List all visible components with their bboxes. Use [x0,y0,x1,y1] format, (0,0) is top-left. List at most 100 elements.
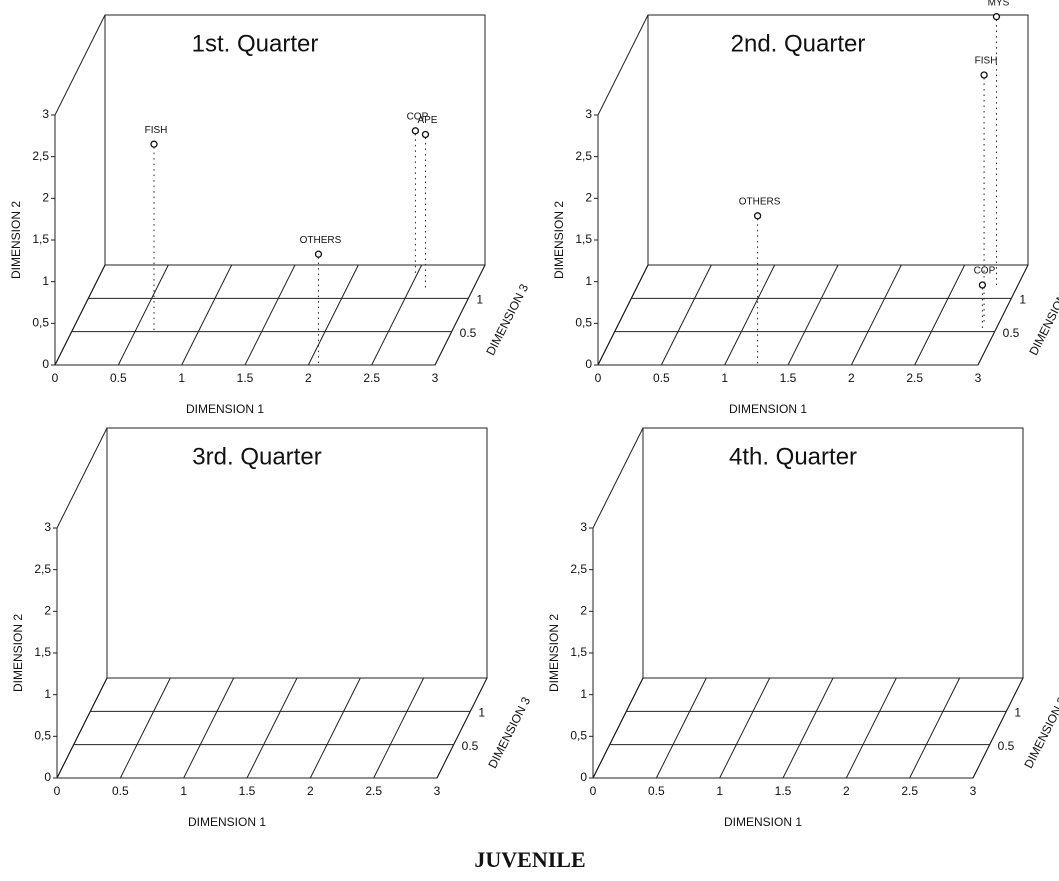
x-axis-label: DIMENSION 1 [729,402,807,416]
y-tick-label: 1,5 [570,645,587,659]
x-grid-line [117,264,169,366]
x-tick-label: 3 [432,371,439,385]
y-tick-label: 2 [44,604,51,618]
x-tick-label: 1.5 [239,784,256,798]
data-point [314,250,323,258]
y-tick-label: 3 [585,107,592,121]
y-tick-label: 0 [585,357,592,371]
z-axis-label: DIMENSION 3 [1026,281,1059,357]
x-grid-line [371,264,423,366]
x-tick-label: 0.5 [112,784,129,798]
y-tick-label: 2,5 [575,149,592,163]
x-tick-label: 2.5 [906,371,923,385]
x-tick-label: 0 [52,371,59,385]
x-axis-label: DIMENSION 1 [188,815,266,829]
y-tick-label: 0 [42,357,49,371]
y-tick-label: 1,5 [575,232,592,246]
z-tick-label: 1 [1014,706,1021,720]
data-point [980,71,988,79]
x-tick-label: 2 [305,371,312,385]
y-tick-label: 0 [580,770,587,784]
chart-title: 2nd. Quarter [731,30,866,57]
x-grid-line [782,677,834,779]
x-tick-label: 1 [178,371,185,385]
x-grid-line [977,264,1029,366]
z-axis-label: DIMENSION 3 [1021,694,1059,770]
x-grid-line [787,264,839,366]
x-grid-line [597,264,649,366]
x-grid-line [655,677,707,779]
y-tick-label: 1,5 [34,645,51,659]
point-label: FISH [145,125,168,136]
y-tick-label: 3 [44,520,51,534]
x-grid-line [244,264,296,366]
point-label: MYS [988,0,1010,8]
y-tick-label: 3 [42,107,49,121]
x-tick-label: 1.5 [780,371,797,385]
y-tick-label: 0,5 [34,729,51,743]
figure-title: JUVENILE [474,847,585,872]
point-label: FISH [975,56,998,67]
x-tick-label: 3 [975,371,982,385]
x-tick-label: 3 [434,784,441,798]
y-tick-label: 2 [580,604,587,618]
z-tick-label: 1 [476,293,483,307]
data-point [421,130,430,139]
chart-title: 4th. Quarter [729,443,857,470]
x-grid-line [914,264,966,366]
data-point [978,281,987,289]
x-axis-label: DIMENSION 1 [724,815,802,829]
z-tick-label: 1 [1019,293,1026,307]
y-tick-label: 3 [580,520,587,534]
x-tick-label: 2 [848,371,855,385]
z-tick-label: 0.5 [998,739,1015,753]
x-tick-label: 1 [716,784,723,798]
x-tick-label: 0.5 [653,371,670,385]
y-tick-label: 2,5 [34,562,51,576]
data-point [753,212,762,220]
x-tick-label: 1 [180,784,187,798]
y-tick-label: 1 [44,687,51,701]
z-tick-label: 0.5 [462,739,479,753]
x-grid-line [909,677,961,779]
x-grid-line [660,264,712,366]
y-tick-label: 0,5 [575,316,592,330]
y-tick-label: 1,5 [32,232,49,246]
data-point [992,13,1001,21]
y-axis-label: DIMENSION 2 [9,201,23,279]
y-tick-label: 1 [585,274,592,288]
x-grid-line [972,677,1024,779]
x-tick-label: 0.5 [110,371,127,385]
x-grid-line [724,264,776,366]
y-tick-label: 1 [580,687,587,701]
x-grid-line [719,677,771,779]
x-tick-label: 1.5 [237,371,254,385]
x-tick-label: 1.5 [775,784,792,798]
x-grid-line [436,677,488,779]
x-grid-line [119,677,171,779]
z-tick-label: 0.5 [1003,326,1020,340]
y-tick-label: 2 [585,191,592,205]
x-tick-label: 0.5 [648,784,665,798]
y-axis-label: DIMENSION 2 [11,614,25,692]
x-grid-line [181,264,233,366]
y-tick-label: 2,5 [32,149,49,163]
x-grid-line [56,677,108,779]
y-tick-label: 2,5 [570,562,587,576]
y-axis-label: DIMENSION 2 [547,614,561,692]
x-grid-line [592,677,644,779]
x-tick-label: 2.5 [901,784,918,798]
z-tick-label: 0.5 [460,326,477,340]
x-grid-line [850,264,902,366]
x-grid-line [54,264,106,366]
x-tick-label: 2 [843,784,850,798]
data-point [150,140,158,148]
point-label: APE [417,115,437,126]
left-wall [54,14,106,366]
point-label: COP [407,111,429,122]
x-tick-label: 2.5 [365,784,382,798]
point-label: COP [974,266,996,277]
chart-title: 1st. Quarter [192,30,319,57]
chart-title: 3rd. Quarter [192,443,321,470]
point-label: OTHERS [739,196,781,207]
